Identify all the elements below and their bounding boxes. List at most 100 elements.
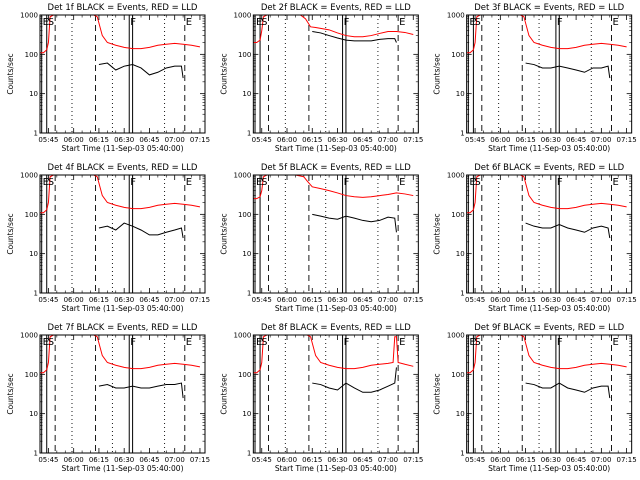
x-tick-label: 05:45 xyxy=(38,456,58,464)
events-series-line xyxy=(98,222,184,239)
x-tick-label: 07:00 xyxy=(591,136,611,144)
x-tick-label: 06:15 xyxy=(302,456,322,464)
marker-label-s: S xyxy=(474,337,480,348)
x-tick-label: 06:00 xyxy=(277,136,297,144)
panel-title: Det 1f BLACK = Events, RED = LLD xyxy=(48,3,198,13)
x-tick-label: 05:45 xyxy=(465,456,485,464)
events-series-line xyxy=(525,222,611,239)
x-tick-label: 06:45 xyxy=(566,136,586,144)
y-tick-label: 1 xyxy=(460,130,464,138)
panel-title: Det 8f BLACK = Events, RED = LLD xyxy=(261,323,411,333)
marker-label-e: E xyxy=(469,177,475,188)
y-tick-label: 1 xyxy=(460,290,464,298)
x-axis-label: Start Time (11-Sep-03 05:40:00) xyxy=(275,464,397,473)
x-axis-label: Start Time (11-Sep-03 05:40:00) xyxy=(62,304,184,313)
panel-title: Det 9f BLACK = Events, RED = LLD xyxy=(474,323,624,333)
x-tick-label: 06:45 xyxy=(353,296,373,304)
marker-label-e: E xyxy=(612,177,618,188)
detector-panel-1: Det 1f BLACK = Events, RED = LLD Start Ti… xyxy=(6,3,210,153)
x-tick-label: 07:15 xyxy=(403,296,423,304)
marker-label-e: E xyxy=(256,177,262,188)
x-axis-label: Start Time (11-Sep-03 05:40:00) xyxy=(62,144,184,153)
events-series-line xyxy=(525,62,611,79)
panel-title: Det 4f BLACK = Events, RED = LLD xyxy=(48,163,198,173)
detector-panel-4: Det 4f BLACK = Events, RED = LLD Start Ti… xyxy=(6,163,210,313)
marker-label-e: E xyxy=(469,337,475,348)
y-tick-label: 10 xyxy=(456,250,465,258)
y-tick-label: 1 xyxy=(34,290,38,298)
lld-series-line xyxy=(40,175,201,214)
y-tick-label: 1000 xyxy=(20,12,38,20)
marker-label-e: E xyxy=(612,17,618,28)
x-tick-label: 07:00 xyxy=(378,296,398,304)
marker-label-e: E xyxy=(469,17,475,28)
plot-frame xyxy=(466,174,633,294)
x-tick-label: 06:00 xyxy=(277,296,297,304)
x-tick-label: 05:45 xyxy=(252,136,272,144)
x-axis-label: Start Time (11-Sep-03 05:40:00) xyxy=(62,464,184,473)
x-tick-label: 06:15 xyxy=(89,136,109,144)
x-tick-label: 06:30 xyxy=(327,456,347,464)
plot-frame xyxy=(39,14,206,134)
x-tick-label: 07:15 xyxy=(403,136,423,144)
y-tick-label: 100 xyxy=(238,51,251,59)
x-tick-label: 07:15 xyxy=(617,456,637,464)
y-tick-label: 10 xyxy=(456,90,465,98)
x-tick-label: 06:00 xyxy=(490,136,510,144)
y-tick-label: 1000 xyxy=(234,172,252,180)
detector-panel-7: Det 7f BLACK = Events, RED = LLD Start Ti… xyxy=(6,323,210,473)
y-axis-label: Counts/sec xyxy=(219,213,228,254)
x-tick-label: 07:15 xyxy=(617,296,637,304)
y-tick-label: 1000 xyxy=(447,172,465,180)
y-tick-label: 10 xyxy=(242,250,251,258)
events-series-line xyxy=(98,62,184,79)
y-tick-label: 100 xyxy=(25,51,38,59)
plot-frame xyxy=(39,174,206,294)
marker-label-e: E xyxy=(256,17,262,28)
y-tick-label: 1000 xyxy=(447,332,465,340)
x-axis-label: Start Time (11-Sep-03 05:40:00) xyxy=(488,464,610,473)
x-tick-label: 06:00 xyxy=(64,296,84,304)
y-tick-label: 100 xyxy=(25,211,38,219)
x-tick-label: 07:00 xyxy=(378,136,398,144)
events-series-line xyxy=(98,382,184,399)
marker-label-s: S xyxy=(261,337,267,348)
panel-title: Det 3f BLACK = Events, RED = LLD xyxy=(474,3,624,13)
x-tick-label: 06:30 xyxy=(114,136,134,144)
marker-label-e: E xyxy=(186,337,192,348)
x-tick-label: 07:00 xyxy=(165,296,185,304)
marker-label-f: F xyxy=(344,177,350,188)
y-axis-label: Counts/sec xyxy=(219,373,228,414)
marker-label-e: E xyxy=(43,337,49,348)
marker-label-f: F xyxy=(344,337,350,348)
marker-label-e: E xyxy=(43,17,49,28)
x-tick-label: 06:45 xyxy=(566,456,586,464)
y-tick-label: 100 xyxy=(451,371,464,379)
y-axis-label: Counts/sec xyxy=(6,373,15,414)
x-tick-label: 07:00 xyxy=(591,296,611,304)
lld-series-line xyxy=(466,175,627,214)
detector-panel-3: Det 3f BLACK = Events, RED = LLD Start Ti… xyxy=(433,3,637,153)
y-tick-label: 1 xyxy=(34,130,38,138)
y-tick-label: 10 xyxy=(29,90,38,98)
marker-label-s: S xyxy=(48,17,54,28)
lld-series-line xyxy=(253,335,414,374)
marker-label-e: E xyxy=(399,177,405,188)
lld-series-line xyxy=(253,15,414,43)
plot-frame xyxy=(252,334,419,454)
y-tick-label: 100 xyxy=(25,371,38,379)
y-tick-label: 1 xyxy=(460,450,464,458)
x-tick-label: 06:30 xyxy=(114,456,134,464)
panel-title: Det 6f BLACK = Events, RED = LLD xyxy=(474,163,624,173)
x-tick-label: 06:00 xyxy=(64,136,84,144)
y-axis-label: Counts/sec xyxy=(433,213,442,254)
marker-label-s: S xyxy=(474,17,480,28)
x-axis-label: Start Time (11-Sep-03 05:40:00) xyxy=(488,304,610,313)
lld-series-line xyxy=(40,335,201,374)
x-tick-label: 06:45 xyxy=(353,456,373,464)
x-tick-label: 06:00 xyxy=(490,296,510,304)
y-tick-label: 10 xyxy=(29,250,38,258)
marker-label-e: E xyxy=(612,337,618,348)
marker-label-e: E xyxy=(43,177,49,188)
